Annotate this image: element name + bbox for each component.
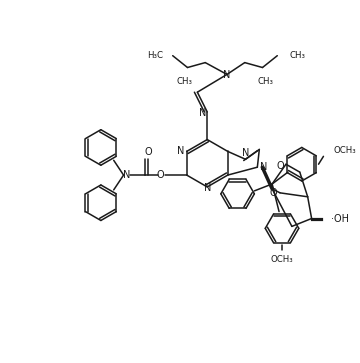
Text: N: N <box>260 162 267 172</box>
Text: N: N <box>242 148 249 158</box>
Text: O: O <box>156 170 164 180</box>
Text: ·OH: ·OH <box>331 213 349 224</box>
Text: N: N <box>177 146 184 156</box>
Text: N: N <box>199 108 206 118</box>
Text: CH₃: CH₃ <box>176 77 193 86</box>
Text: O: O <box>276 161 284 171</box>
Text: O: O <box>144 147 152 158</box>
Text: O: O <box>269 188 277 198</box>
Text: CH₃: CH₃ <box>289 51 305 60</box>
Text: OCH₃: OCH₃ <box>271 256 293 265</box>
Text: CH₃: CH₃ <box>257 77 274 86</box>
Text: N: N <box>123 170 130 180</box>
Text: OCH₃: OCH₃ <box>333 146 356 155</box>
Text: H₃C: H₃C <box>147 51 163 60</box>
Text: N: N <box>223 70 231 81</box>
Text: N: N <box>203 183 211 193</box>
